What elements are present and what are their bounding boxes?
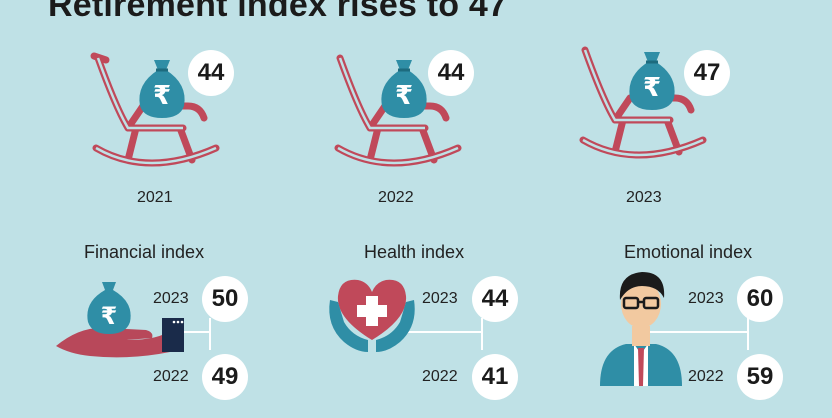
emotional-2023-value: 60 (737, 276, 783, 322)
emotional-year-2023: 2023 (688, 290, 724, 307)
page-title: Retirement index rises to 47 (48, 0, 508, 24)
money-bag-icon: ₹ (629, 52, 675, 110)
rocking-chair-icon (90, 52, 220, 167)
financial-index-title: Financial index (84, 242, 205, 262)
year-label-2023: 2023 (626, 189, 662, 206)
health-2022-value: 41 (472, 354, 518, 400)
rocking-chair-icon (579, 46, 707, 159)
money-bag-icon: ₹ (381, 60, 427, 118)
svg-text:₹: ₹ (101, 302, 118, 330)
health-2023-value: 44 (472, 276, 518, 322)
financial-year-2023: 2023 (153, 290, 189, 307)
person-icon (600, 272, 682, 386)
financial-year-2022: 2022 (153, 368, 189, 385)
retirement-index-2023-value: 47 (684, 50, 730, 96)
heart-hands-icon (329, 279, 415, 352)
financial-2022-value: 49 (202, 354, 248, 400)
retirement-index-2021-value: 44 (188, 50, 234, 96)
financial-2023-value: 50 (202, 276, 248, 322)
money-bag-icon: ₹ (139, 60, 185, 118)
year-label-2022: 2022 (378, 189, 414, 206)
health-year-2023: 2023 (422, 290, 458, 307)
svg-text:₹: ₹ (643, 73, 661, 103)
year-label-2021: 2021 (137, 189, 173, 206)
health-year-2022: 2022 (422, 368, 458, 385)
emotional-2022-value: 59 (737, 354, 783, 400)
retirement-index-2022-value: 44 (428, 50, 474, 96)
svg-text:₹: ₹ (395, 81, 413, 111)
hand-with-money-icon: ₹ (56, 282, 184, 358)
rocking-chair-icon (334, 54, 462, 167)
emotional-index-title: Emotional index (624, 242, 753, 262)
emotional-year-2022: 2022 (688, 368, 724, 385)
health-index-title: Health index (364, 242, 465, 262)
svg-text:₹: ₹ (153, 81, 171, 111)
